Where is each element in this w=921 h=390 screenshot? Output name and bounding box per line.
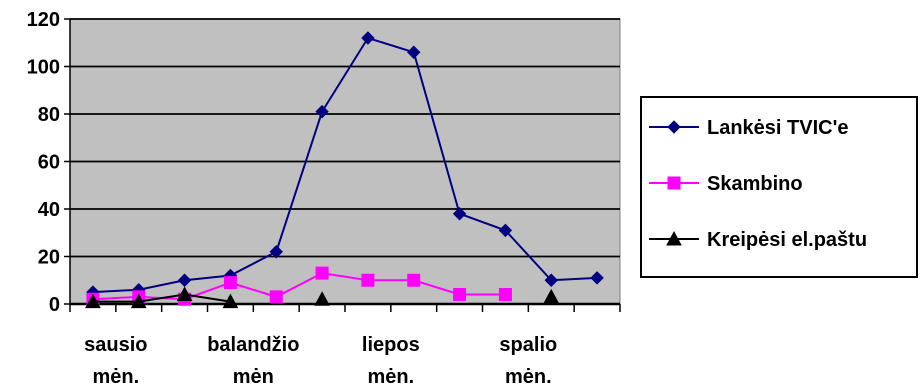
data-point-square [315,266,329,280]
data-point-triangle [130,293,147,309]
data-point-diamond [590,271,604,285]
y-tick-label: 20 [38,247,60,269]
data-point-square [453,288,467,301]
y-tick-label: 120 [27,9,60,31]
y-tick-label: 80 [38,104,60,126]
data-point-triangle [543,288,560,304]
data-point-diamond [407,45,421,59]
data-point-triangle [85,293,101,309]
data-point-diamond [177,273,192,287]
data-point-square [407,273,421,287]
data-point-triangle [314,291,330,306]
x-axis-ticks: sausio mėn. balandžio mėn liepos mėn. spalio mė… [69,304,621,388]
data-point-diamond [269,245,283,259]
y-tick-label: 0 [49,294,60,316]
data-point-square [667,176,681,190]
data-point-triangle [222,293,239,309]
series-line [92,36,598,294]
data-point-diamond [667,120,681,134]
x-tick-label: liepos [362,334,420,356]
x-tick-label: balandžio [207,334,299,356]
data-point-diamond [544,273,558,287]
x-tick-label: sausio [84,334,147,356]
x-tick-label: mėn. [505,366,552,388]
x-tick-label: mėn. [92,366,139,388]
y-tick-label: 100 [27,57,60,79]
data-point-diamond [315,104,329,119]
data-point-triangle [176,286,193,301]
series-1 [86,31,604,299]
series-group [85,31,604,309]
x-tick-label: mėn [233,366,274,388]
series-3 [85,286,560,309]
x-tick-label: spalio [499,334,557,356]
data-point-square [269,290,283,304]
data-point-diamond [498,223,513,238]
data-point-diamond [361,31,375,45]
data-point-square [223,276,237,290]
data-point-square [361,273,375,287]
legend-label: Kreipėsi el.paštu [707,229,867,251]
data-point-triangle [666,230,682,246]
y-tick-label: 60 [38,152,60,174]
legend-label: Skambino [707,173,803,195]
legend: Lankėsi TVIC'e Skambino Kreipėsi el.paštu [640,96,918,278]
legend-label: Lankėsi TVIC'e [707,117,848,139]
x-tick-label: mėn. [367,366,414,388]
data-point-diamond [452,207,467,221]
series-line [92,293,231,303]
y-axis-ticks: 0 20 40 60 80 100 120 [27,9,70,316]
y-tick-label: 40 [38,199,60,221]
data-point-square [498,288,512,301]
